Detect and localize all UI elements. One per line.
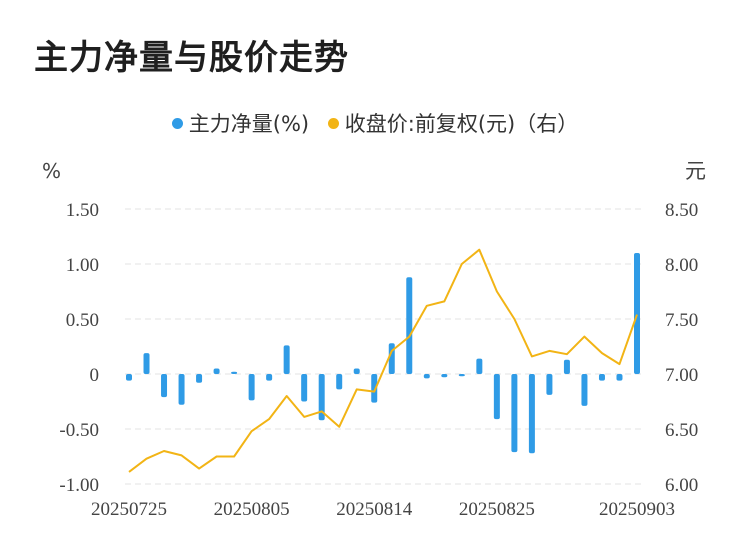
x-tick-label: 20250825 [459,499,535,520]
bar[interactable] [126,374,132,381]
right-tick-label: 8.50 [665,200,698,221]
left-tick-label: 1.50 [66,200,99,221]
x-tick-label: 20250725 [91,499,167,520]
left-axis-ticks: 1.50 1.00 0.50 0 -0.50 -1.00 [59,200,99,496]
legend-item-line[interactable]: 收盘价:前复权(元)（右） [327,108,579,138]
bar[interactable] [213,368,220,375]
bar[interactable] [266,374,273,381]
left-tick-label: -0.50 [59,420,99,441]
x-tick-label: 20250814 [336,499,413,520]
bar[interactable] [388,343,395,374]
grid-lines [125,208,641,485]
bar[interactable] [598,374,605,381]
right-tick-label: 7.50 [665,310,698,331]
x-tick-label: 20250903 [599,499,675,520]
left-tick-label: 1.00 [66,255,99,276]
x-axis-ticks: 20250725 20250805 20250814 20250825 20250903 [91,499,675,520]
chart-title: 主力净量与股价走势 [34,38,349,78]
bar[interactable] [528,374,535,454]
bar[interactable] [493,374,500,420]
right-tick-label: 6.50 [665,420,698,441]
bar[interactable] [318,374,325,421]
bar[interactable] [406,277,413,374]
bar[interactable] [336,374,343,390]
bar[interactable] [178,374,185,405]
legend-bar-label: 主力净量(%) [188,112,310,136]
bar[interactable] [511,374,518,453]
bar[interactable] [371,374,378,403]
bar[interactable] [616,374,623,381]
bar[interactable] [441,374,448,378]
bar[interactable] [581,374,588,406]
bar[interactable] [143,353,150,374]
bar[interactable] [458,374,465,377]
x-tick-label: 20250805 [214,499,290,520]
legend-item-bar[interactable]: 主力净量(%) [171,108,310,138]
bar[interactable] [353,368,360,375]
right-tick-label: 8.00 [665,255,698,276]
line-series [128,248,638,473]
legend-bar-marker [171,117,183,129]
left-tick-label: -1.00 [59,475,99,496]
price-line[interactable] [128,248,638,473]
bar[interactable] [634,253,640,374]
left-tick-label: 0 [90,365,100,386]
right-axis-unit: 元 [685,159,706,183]
bar[interactable] [196,374,203,383]
bar[interactable] [301,374,308,402]
bar[interactable] [161,374,168,398]
legend: 主力净量(%) 收盘价:前复权(元)（右） [0,108,750,138]
bar[interactable] [546,374,553,395]
bar-series [126,253,640,454]
legend-line-marker [327,117,339,129]
legend-line-label: 收盘价:前复权(元)（右） [344,112,579,136]
bar[interactable] [248,374,255,401]
right-tick-label: 6.00 [665,475,698,496]
bar[interactable] [231,371,238,374]
bar[interactable] [476,358,483,374]
bar[interactable] [283,345,290,374]
right-tick-label: 7.00 [665,365,698,386]
right-axis-ticks: 8.50 8.00 7.50 7.00 6.50 6.00 [665,200,698,496]
bar[interactable] [423,374,430,379]
left-axis-unit: % [42,159,61,183]
left-tick-label: 0.50 [66,310,99,331]
bar[interactable] [563,359,570,374]
